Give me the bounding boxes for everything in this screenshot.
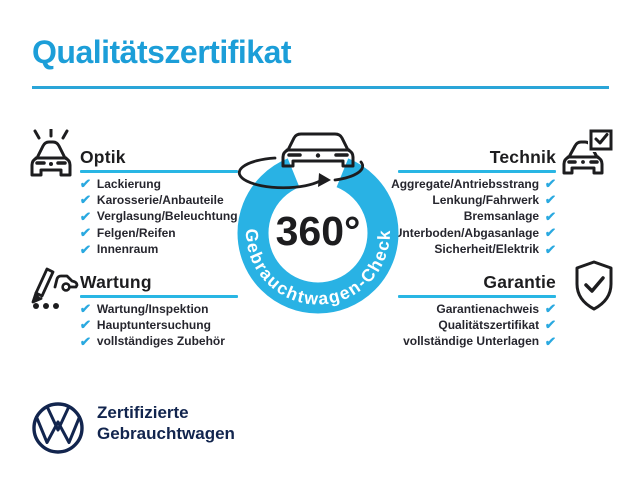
list-item: Unterboden/Abgasanlage ✔ — [340, 225, 557, 241]
list-item-label: Lenkung/Fahrwerk — [432, 192, 540, 207]
list-item: ✔ Lackierung — [79, 176, 238, 191]
badge-degrees: 360° — [276, 208, 361, 254]
vw-logo-icon — [32, 402, 84, 454]
list-item: Qualitätszertifikat ✔ — [340, 317, 557, 333]
check-icon: ✔ — [79, 317, 92, 333]
check-icon: ✔ — [79, 333, 92, 349]
section-rule-technik — [398, 170, 556, 173]
list-item-label: Wartung/Inspektion — [96, 301, 209, 316]
badge-360-check: Gebrauchtwagen-Check 360° — [237, 122, 399, 314]
list-item: Bremsanlage ✔ — [340, 208, 557, 224]
list-item: vollständige Unterlagen ✔ — [340, 333, 557, 349]
footer-line-2: Gebrauchtwagen — [97, 424, 235, 443]
list-item: ✔ Hauptuntersuchung — [79, 317, 225, 333]
list-item: ✔ Wartung/Inspektion — [79, 301, 225, 316]
check-icon: ✔ — [79, 176, 92, 191]
check-icon: ✔ — [544, 208, 557, 224]
list-item-label: Hauptuntersuchung — [96, 317, 211, 332]
check-icon: ✔ — [79, 225, 92, 241]
check-icon: ✔ — [79, 192, 92, 208]
check-icon: ✔ — [544, 241, 557, 257]
car-rotation-icon — [237, 132, 365, 190]
check-icon: ✔ — [544, 225, 557, 241]
list-item-label: Unterboden/Abgasanlage — [393, 225, 540, 240]
list-item: Lenkung/Fahrwerk ✔ — [340, 192, 557, 208]
list-item-label: Aggregate/Antriebsstrang — [391, 176, 540, 191]
section-rule-wartung — [80, 295, 238, 298]
list-item: ✔ Innenraum — [79, 241, 238, 257]
section-rule-optik — [80, 170, 238, 173]
list-item: ✔ vollständiges Zubehör — [79, 333, 225, 349]
page-title: Qualitätszertifikat — [32, 34, 292, 70]
list-item-label: Bremsanlage — [463, 209, 540, 224]
section-rule-garantie — [398, 295, 556, 298]
list-item-label: Sicherheit/Elektrik — [434, 242, 540, 257]
section-label-technik: Technik — [489, 147, 556, 167]
check-icon: ✔ — [544, 176, 557, 191]
list-item: ✔ Felgen/Reifen — [79, 225, 238, 241]
rotation-arrowhead — [318, 173, 331, 187]
list-item-label: Felgen/Reifen — [96, 225, 176, 240]
wartung-checklist: ✔ Wartung/Inspektion ✔ Hauptuntersuchung ✔… — [79, 301, 225, 349]
list-item-label: vollständige Unterlagen — [403, 334, 540, 349]
check-icon: ✔ — [79, 301, 92, 316]
title-divider — [32, 86, 609, 89]
list-item: ✔ Karosserie/Anbauteile — [79, 192, 238, 208]
footer-line-1: Zertifizierte — [97, 403, 189, 422]
list-item-label: Karosserie/Anbauteile — [96, 192, 224, 207]
list-item: ✔ Verglasung/Beleuchtung — [79, 208, 238, 224]
list-item-label: Innenraum — [96, 242, 159, 257]
footer-brand-text: Zertifizierte Gebrauchtwagen — [97, 402, 235, 444]
list-item: Garantienachweis ✔ — [340, 301, 557, 316]
optik-car-shine-icon — [30, 129, 72, 177]
section-label-garantie: Garantie — [483, 272, 556, 292]
check-icon: ✔ — [544, 192, 557, 208]
list-item: Aggregate/Antriebsstrang ✔ — [340, 176, 557, 191]
section-label-wartung: Wartung — [80, 272, 152, 292]
technik-checklist: Aggregate/Antriebsstrang ✔ Lenkung/Fahrwe… — [340, 176, 557, 257]
check-icon: ✔ — [544, 317, 557, 333]
section-label-optik: Optik — [80, 147, 126, 167]
check-icon: ✔ — [544, 333, 557, 349]
optik-checklist: ✔ Lackierung ✔ Karosserie/Anbauteile ✔ Verg… — [79, 176, 238, 257]
garantie-checklist: Garantienachweis ✔ Qualitätszertifikat ✔ v… — [340, 301, 557, 349]
check-icon: ✔ — [79, 241, 92, 257]
check-icon: ✔ — [544, 301, 557, 316]
technik-car-check-icon — [562, 129, 614, 175]
wartung-service-checklist-icon — [31, 267, 79, 309]
list-item-label: Garantienachweis — [436, 301, 540, 316]
list-item-label: vollständiges Zubehör — [96, 334, 225, 349]
list-item-label: Lackierung — [96, 176, 161, 191]
check-icon: ✔ — [79, 208, 92, 224]
list-item-label: Qualitätszertifikat — [438, 317, 540, 332]
garantie-shield-check-icon — [575, 260, 613, 311]
list-item: Sicherheit/Elektrik ✔ — [340, 241, 557, 257]
list-item-label: Verglasung/Beleuchtung — [96, 209, 238, 224]
